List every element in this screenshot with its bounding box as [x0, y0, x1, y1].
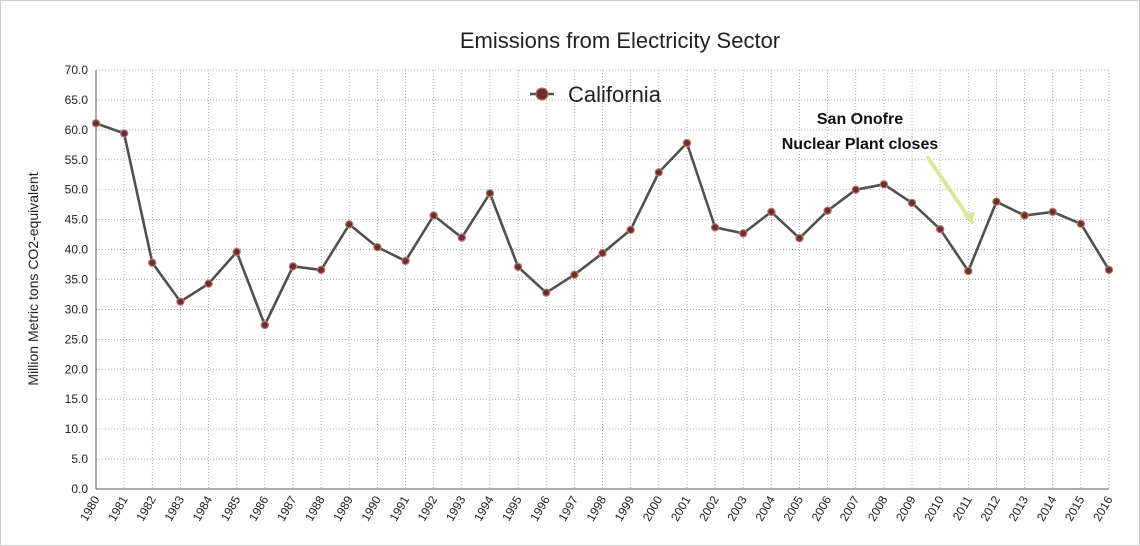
y-tick-label: 10.0 — [65, 422, 89, 436]
data-point-1980 — [91, 119, 101, 128]
y-tick-label: 20.0 — [65, 362, 89, 376]
annotation-arrow — [926, 156, 974, 224]
data-point-1994 — [485, 189, 495, 198]
y-axis-label: Million Metric tons CO2-equivalent — [25, 172, 41, 385]
data-point-1997 — [570, 270, 579, 279]
data-point-1986 — [260, 320, 270, 330]
y-tick-label: 15.0 — [65, 392, 89, 406]
data-point-2008 — [879, 180, 889, 189]
y-tick-label: 45.0 — [65, 213, 89, 227]
data-point-2015 — [1076, 219, 1086, 229]
data-point-1992 — [429, 211, 438, 220]
data-point-1990 — [373, 242, 382, 252]
y-tick-label: 5.0 — [71, 452, 88, 466]
annotation-arrowhead — [962, 212, 975, 224]
data-point-2005 — [795, 233, 804, 243]
y-tick-label: 50.0 — [65, 183, 89, 197]
y-tick-label: 65.0 — [65, 93, 89, 107]
data-point-2013 — [1020, 211, 1029, 220]
data-point-1989 — [345, 220, 354, 229]
data-point-1995 — [513, 262, 523, 272]
data-point-2003 — [738, 229, 748, 238]
legend-label-california: California — [568, 82, 662, 107]
data-point-1998 — [598, 248, 607, 258]
y-tick-label: 25.0 — [65, 332, 89, 346]
data-point-2016 — [1104, 265, 1114, 275]
y-tick-label: 40.0 — [65, 243, 89, 257]
data-point-1988 — [316, 265, 326, 275]
data-point-2007 — [851, 185, 860, 194]
data-point-2000 — [654, 168, 663, 177]
data-point-2001 — [682, 138, 692, 148]
data-point-1993 — [457, 233, 467, 242]
data-point-1991 — [401, 256, 410, 266]
data-point-1987 — [288, 262, 298, 271]
grid-lines — [95, 69, 1110, 490]
data-point-2002 — [710, 223, 720, 232]
legend: California — [530, 82, 662, 107]
data-point-2014 — [1048, 207, 1057, 217]
y-tick-label: 70.0 — [65, 63, 89, 77]
series-california — [91, 119, 1114, 330]
data-point-2011 — [964, 266, 973, 276]
data-point-2004 — [767, 207, 776, 217]
data-point-2009 — [907, 198, 917, 208]
annotation-line-1: San Onofre — [817, 111, 903, 128]
y-tick-label: 35.0 — [65, 273, 89, 287]
y-tick-label: 30.0 — [65, 302, 89, 316]
legend-marker — [535, 87, 549, 101]
y-tick-label: 55.0 — [65, 153, 89, 167]
data-point-1982 — [148, 258, 157, 267]
annotation: San Onofre Nuclear Plant closes — [782, 111, 975, 224]
data-point-1984 — [204, 279, 213, 288]
data-point-1996 — [542, 288, 551, 297]
data-point-2006 — [823, 206, 832, 215]
chart-title: Emissions from Electricity Sector — [460, 28, 780, 53]
data-point-2010 — [935, 225, 945, 234]
y-tick-label: 0.0 — [71, 482, 88, 496]
data-point-2012 — [992, 197, 1001, 206]
annotation-line-2: Nuclear Plant closes — [782, 136, 939, 153]
y-tick-labels: 0.0 5.0 10.0 15.0 20.0 25.0 30.0 35.0 40.0 45.0 50… — [65, 63, 89, 496]
y-tick-label: 60.0 — [65, 123, 89, 137]
data-point-1999 — [626, 225, 635, 235]
data-point-1983 — [176, 297, 185, 306]
data-point-1981 — [119, 129, 129, 138]
data-point-1985 — [232, 247, 241, 257]
